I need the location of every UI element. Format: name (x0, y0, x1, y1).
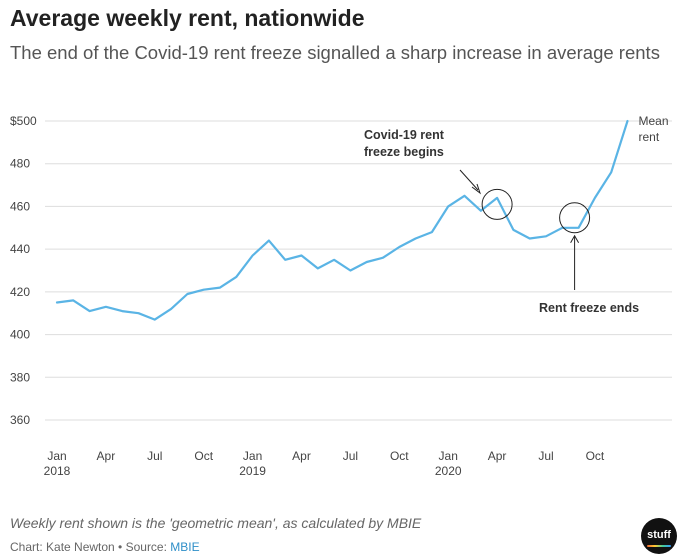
y-tick-label: 400 (10, 328, 30, 342)
annotation-text: Rent freeze ends (539, 301, 639, 315)
x-tick-label: Jul (343, 449, 358, 463)
series-line (55, 119, 629, 321)
x-tick-label: Jan (439, 449, 458, 463)
x-tick-label: Jul (538, 449, 553, 463)
x-tick-label: Apr (97, 449, 116, 463)
annotation-arrow (459, 169, 479, 191)
footnote: Weekly rent shown is the 'geometric mean… (10, 515, 422, 531)
y-tick-label: 380 (10, 370, 30, 384)
chart-subtitle: The end of the Covid-19 rent freeze sign… (10, 42, 660, 63)
annotation-arrowhead (570, 234, 580, 244)
x-tick-label: Oct (390, 449, 409, 463)
x-tick-year: 2019 (239, 464, 266, 478)
y-axis: 360 380 400 420 440 460 480 $500 (10, 114, 37, 427)
y-tick-label: 420 (10, 285, 30, 299)
logo-text: stuff (647, 529, 671, 541)
source-link[interactable]: MBIE (170, 540, 200, 554)
y-tick-label: 480 (10, 157, 30, 171)
stuff-logo: stuff (641, 518, 677, 554)
plot-area: Mean rent (55, 114, 669, 321)
y-tick-label: $500 (10, 114, 37, 128)
annotation-arrowhead (471, 183, 481, 195)
x-tick-label: Oct (586, 449, 605, 463)
series-label: rent (639, 130, 660, 144)
x-tick-label: Oct (194, 449, 213, 463)
x-tick-year: 2020 (435, 464, 462, 478)
series-label: Mean (639, 114, 669, 128)
grid-lines (45, 120, 672, 421)
x-tick-year: 2018 (44, 464, 71, 478)
y-tick-label: 460 (10, 199, 30, 213)
annotations: Covid-19 rent freeze begins Rent freeze en… (364, 128, 639, 315)
credit: Chart: Kate Newton • Source: MBIE (10, 540, 200, 554)
y-tick-label: 440 (10, 242, 30, 256)
y-tick-label: 360 (10, 413, 30, 427)
credit-text: Chart: Kate Newton • Source: (10, 540, 171, 554)
x-tick-label: Jan (47, 449, 66, 463)
chart-title: Average weekly rent, nationwide (10, 5, 365, 31)
annotation-circle (559, 202, 591, 234)
x-tick-label: Jul (147, 449, 162, 463)
annotation-circle (481, 188, 513, 220)
x-tick-label: Jan (243, 449, 262, 463)
annotation-text: freeze begins (364, 145, 444, 159)
x-tick-label: Apr (488, 449, 507, 463)
x-tick-label: Apr (292, 449, 311, 463)
annotation-text: Covid-19 rent (364, 128, 445, 142)
